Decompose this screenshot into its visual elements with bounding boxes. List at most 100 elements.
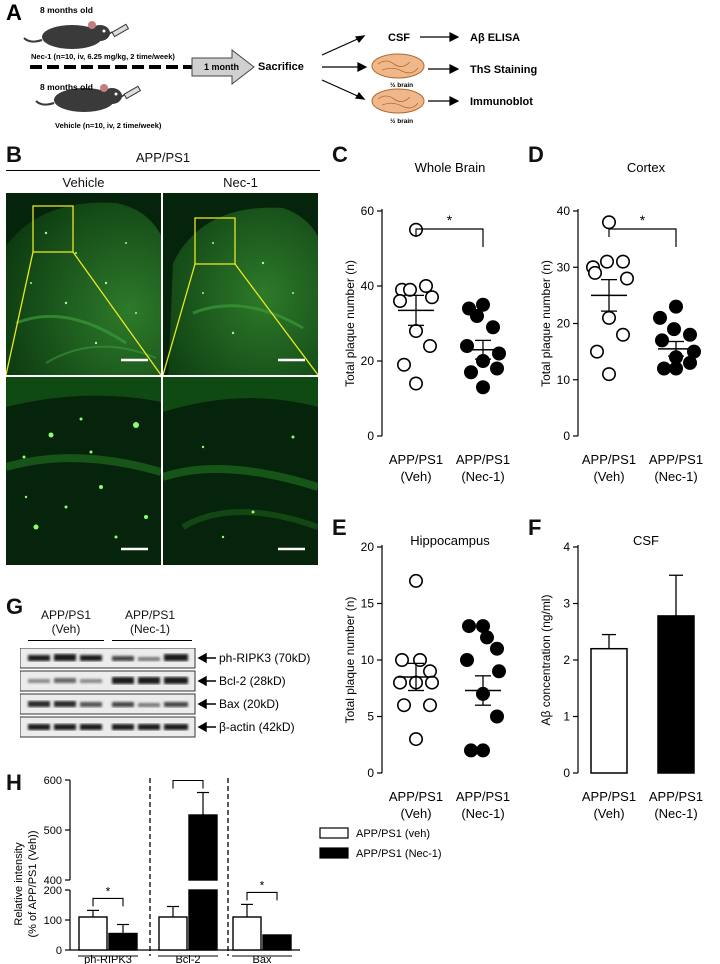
data-point	[492, 664, 507, 679]
blot-row-beta-actin	[20, 716, 196, 738]
data-point	[409, 324, 424, 339]
y-tick-label: 60	[361, 204, 375, 218]
data-point	[600, 254, 615, 269]
panel-b-divider	[6, 170, 320, 171]
y-axis-label: Relative intensity	[13, 842, 25, 926]
x-tick-label: (Veh)	[400, 469, 431, 484]
syringe-icon	[105, 23, 130, 38]
data-point	[460, 653, 475, 668]
x-tick-label: APP/PS1	[649, 789, 703, 804]
panel-b-group-label: APP/PS1	[135, 150, 191, 165]
data-point	[490, 361, 505, 376]
band-label-bcl2: Bcl-2 (28kD)	[219, 674, 286, 688]
group-name: APP/PS1	[124, 608, 176, 622]
legend-label: APP/PS1 (veh)	[356, 828, 430, 840]
y-tick-label: 40	[557, 204, 571, 218]
band-label-ph-ripk3: ph-RIPK3 (70kD)	[219, 651, 310, 665]
panel-d-letter: D	[528, 142, 544, 167]
bar-lower-segment	[188, 889, 218, 951]
significance-bracket	[92, 897, 124, 907]
y-tick-label: 0	[367, 766, 374, 780]
chart-e-hippocampus: Hippocampus 0 5 10 15 20 Total plaque number (…	[343, 533, 510, 821]
data-point	[394, 653, 409, 668]
significance-marker: *	[106, 884, 111, 898]
significance-bracket	[608, 228, 677, 247]
y-tick-label: 0	[367, 429, 374, 443]
data-point	[409, 732, 424, 747]
mouse-icon	[23, 21, 110, 49]
immunoblot-label: Immunoblot	[470, 96, 533, 108]
data-point	[419, 279, 434, 294]
x-tick-label: APP/PS1	[389, 452, 443, 467]
chart-d-cortex: Cortex 0 10 20 30 40 Total plaque number (n) * A…	[539, 160, 703, 484]
data-point	[425, 290, 440, 305]
data-point	[464, 365, 479, 380]
data-point	[669, 361, 684, 376]
y-tick-label: 3	[563, 597, 570, 611]
legend-swatch	[319, 847, 349, 859]
y-tick-label: 15	[361, 597, 375, 611]
x-tick-label: APP/PS1	[456, 452, 510, 467]
blot-row-ph-ripk3	[20, 648, 196, 669]
chart-title: CSF	[633, 533, 659, 548]
y-tick-label: 30	[557, 260, 571, 274]
group-name: APP/PS1	[40, 608, 92, 622]
data-point	[476, 297, 491, 312]
band-label-bax: Bax (20kD)	[219, 697, 279, 711]
data-point	[409, 376, 424, 391]
panel-e-letter: E	[332, 515, 347, 540]
data-point	[396, 357, 411, 372]
blot-row-bax	[20, 693, 196, 715]
y-tick-label: 2	[563, 653, 570, 667]
result-arrows	[420, 32, 460, 106]
panel-c-letter: C	[332, 142, 348, 167]
panel-h-letter: H	[6, 770, 22, 795]
data-point	[602, 310, 617, 325]
y-tick-label: 40	[361, 279, 375, 293]
data-point	[653, 310, 668, 325]
chart-title: Cortex	[627, 160, 666, 175]
panel-g-group-veh: APP/PS1 (Veh)	[24, 608, 108, 636]
y-axis-label: (% of APP/PS1 (Veh))	[27, 831, 39, 938]
data-point	[620, 271, 635, 286]
y-axis-label: Total plaque number (n)	[539, 260, 553, 387]
y-tick-label: 20	[361, 354, 375, 368]
y-tick-label: 0	[563, 429, 570, 443]
y-tick-label: 20	[557, 317, 571, 331]
significance-bracket	[246, 891, 278, 901]
micrograph-vehicle-overview	[6, 193, 161, 375]
panel-a-letter: A	[6, 0, 22, 25]
micrograph-vehicle-zoom	[6, 377, 161, 565]
panel-a-schematic: A 8 months old Nec-1 (n=10, iv, 6.25 mg/…	[6, 0, 537, 130]
blot-row-bcl2	[20, 670, 196, 692]
x-tick-label: (Nec-1)	[461, 806, 504, 821]
x-tick-label: (Veh)	[593, 469, 624, 484]
significance-marker: *	[640, 212, 646, 228]
panel-g-letter: G	[6, 594, 24, 619]
x-tick-label: Bcl-2	[175, 954, 200, 964]
data-point	[409, 573, 424, 588]
data-point	[490, 709, 505, 724]
group-treatment: (Veh)	[51, 622, 81, 636]
x-tick-label: APP/PS1	[649, 452, 703, 467]
x-tick-label: APP/PS1	[582, 789, 636, 804]
panel-f-letter: F	[528, 515, 542, 540]
syringe-icon	[117, 85, 142, 100]
x-tick-label: (Veh)	[593, 806, 624, 821]
bar	[657, 615, 695, 774]
western-blot: ph-RIPK3 (70kD) Bcl-2 (28kD) Bax (20kD) …	[20, 648, 310, 738]
data-point	[396, 698, 411, 713]
y-tick-label: 100	[44, 915, 62, 927]
panel-g-underline-nec1	[112, 640, 192, 641]
x-tick-label: (Veh)	[400, 806, 431, 821]
y-tick-label: 0	[56, 945, 62, 957]
top-age: 8 months old	[40, 5, 93, 15]
data-point	[616, 254, 631, 269]
y-tick-label: 400	[44, 875, 62, 887]
sacrifice-label: Sacrifice	[258, 61, 304, 73]
data-point	[480, 630, 495, 645]
data-point	[423, 698, 438, 713]
y-tick-label: 500	[44, 825, 62, 837]
x-tick-label: ph-RIPK3	[84, 954, 132, 964]
y-tick-label: 200	[44, 885, 62, 897]
